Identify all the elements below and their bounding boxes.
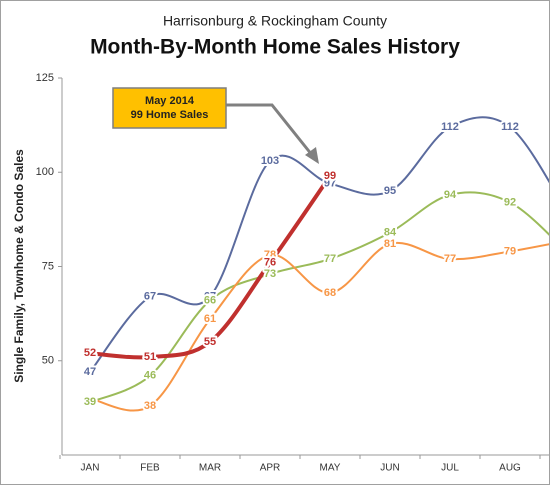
y-tick-label: 50 [42,355,54,367]
data-label: 67 [204,291,216,303]
series-line [89,174,332,360]
data-label: 68 [324,287,336,299]
chart-subtitle: Harrisonburg & Rockingham County [163,13,387,29]
y-tick-label: 100 [36,166,54,178]
data-label: 84 [384,226,397,238]
data-label: 73 [264,268,276,280]
x-tick-label: APR [260,463,281,474]
data-label: 95 [384,185,396,197]
annotation-text: 99 Home Sales [131,109,209,121]
data-label: 52 [84,347,96,359]
data-label: 77 [324,253,336,265]
data-label: 112 [501,121,519,133]
data-label: 103 [261,155,279,167]
y-tick-label: 125 [36,72,54,84]
data-label: 76 [264,257,276,269]
data-label: 99 [324,170,336,182]
data-label: 81 [384,238,396,250]
annotation-arrow [226,103,314,156]
y-tick-label: 75 [42,260,54,272]
x-tick-label: MAY [320,463,341,474]
chart-title: Month-By-Month Home Sales History [90,36,460,59]
data-label: 47 [84,366,96,378]
data-label: 92 [504,196,516,208]
x-tick-label: JUL [441,463,459,474]
x-tick-label: FEB [140,463,160,474]
series-line [89,116,549,373]
data-label: 77 [444,253,456,265]
data-label: 78 [264,249,276,261]
x-tick-label: JAN [81,463,100,474]
data-label: 112 [441,121,459,133]
data-label: 66 [204,294,216,306]
series-line [89,191,549,404]
annotation-arrowhead [305,147,319,164]
series-line [89,241,549,412]
data-label: 97 [324,177,336,189]
data-label: 79 [504,245,516,257]
x-tick-label: AUG [499,463,521,474]
annotation-box [112,87,227,129]
x-tick-label: MAR [199,463,221,474]
x-tick-label: JUN [380,463,399,474]
data-label: 55 [204,336,216,348]
data-label: 61 [204,313,216,325]
data-label: 46 [144,370,156,382]
data-label: 39 [84,396,96,408]
y-axis-label: Single Family, Townhome & Condo Sales [12,149,26,383]
annotation-text: May 2014 [145,95,195,107]
data-label: 51 [144,351,156,363]
data-label: 94 [444,189,457,201]
data-label: 38 [144,400,156,412]
data-label: 67 [144,291,156,303]
